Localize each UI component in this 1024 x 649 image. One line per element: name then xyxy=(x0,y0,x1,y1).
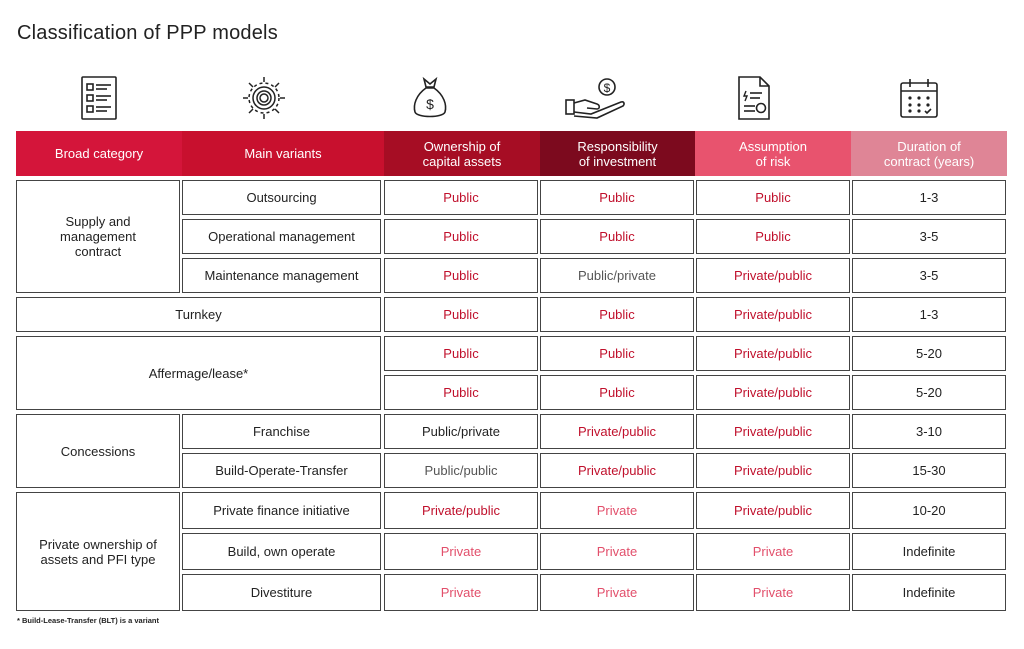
investment-cell: Public/private xyxy=(540,258,694,293)
duration-cell: 5-20 xyxy=(852,336,1006,371)
footnote: * Build-Lease-Transfer (BLT) is a varian… xyxy=(17,616,159,625)
risk-cell: Public xyxy=(696,180,850,215)
category-cell: Private ownership of assets and PFI type xyxy=(16,492,180,611)
duration-cell: Indefinite xyxy=(852,574,1006,611)
svg-text:$: $ xyxy=(604,81,611,95)
investment-cell: Public xyxy=(540,219,694,254)
variant-cell: Maintenance management xyxy=(182,258,381,293)
ownership-cell: Public xyxy=(384,336,538,371)
investment-cell: Private/public xyxy=(540,453,694,488)
duration-cell: Indefinite xyxy=(852,533,1006,570)
header-label: Responsibility of investment xyxy=(577,138,658,169)
category-cell: Concessions xyxy=(16,414,180,488)
category-cell: Turnkey xyxy=(16,297,381,332)
checklist-icon xyxy=(73,72,125,124)
ownership-cell: Private/public xyxy=(384,492,538,529)
risk-cell: Private/public xyxy=(696,492,850,529)
investment-cell: Public xyxy=(540,336,694,371)
risk-cell: Private/public xyxy=(696,375,850,410)
variant-cell: Franchise xyxy=(182,414,381,449)
ownership-cell: Public xyxy=(384,180,538,215)
investment-cell: Private/public xyxy=(540,414,694,449)
duration-cell: 3-5 xyxy=(852,219,1006,254)
money-bag-icon: $ xyxy=(404,72,456,124)
variant-cell: Divestiture xyxy=(182,574,381,611)
investment-cell: Private xyxy=(540,533,694,570)
icon-row: $ $ xyxy=(16,72,1006,124)
page-title: Classification of PPP models xyxy=(17,22,278,44)
ownership-cell: Public xyxy=(384,375,538,410)
ownership-cell: Public/public xyxy=(384,453,538,488)
variant-cell: Operational management xyxy=(182,219,381,254)
risk-cell: Private/public xyxy=(696,453,850,488)
header-label: Main variants xyxy=(244,146,322,161)
document-icon xyxy=(728,72,780,124)
ownership-cell: Public xyxy=(384,219,538,254)
risk-cell: Private/public xyxy=(696,297,850,332)
duration-cell: 5-20 xyxy=(852,375,1006,410)
ownership-cell: Public xyxy=(384,297,538,332)
header-duration: Duration of contract (years) xyxy=(851,131,1007,176)
variant-cell: Outsourcing xyxy=(182,180,381,215)
header-main-variants: Main variants xyxy=(182,131,384,176)
calendar-icon xyxy=(893,72,945,124)
duration-cell: 1-3 xyxy=(852,180,1006,215)
hand-coin-icon: $ xyxy=(561,72,631,124)
header-label: Broad category xyxy=(54,146,144,161)
variant-cell: Build, own operate xyxy=(182,533,381,570)
header-label: Assumption of risk xyxy=(739,138,807,169)
ownership-cell: Private xyxy=(384,533,538,570)
header-risk: Assumption of risk xyxy=(695,131,851,176)
header-broad-category: Broad category xyxy=(16,131,182,176)
gear-icon xyxy=(238,72,290,124)
duration-cell: 10-20 xyxy=(852,492,1006,529)
ownership-cell: Public/private xyxy=(384,414,538,449)
category-cell: Supply and management contract xyxy=(16,180,180,293)
variant-cell: Private finance initiative xyxy=(182,492,381,529)
header-label: Ownership of capital assets xyxy=(422,138,502,169)
duration-cell: 3-5 xyxy=(852,258,1006,293)
duration-cell: 1-3 xyxy=(852,297,1006,332)
header-label: Duration of contract (years) xyxy=(883,138,975,169)
ownership-cell: Private xyxy=(384,574,538,611)
risk-cell: Private xyxy=(696,533,850,570)
risk-cell: Private xyxy=(696,574,850,611)
risk-cell: Private/public xyxy=(696,336,850,371)
svg-text:$: $ xyxy=(426,96,434,112)
variant-cell: Build-Operate-Transfer xyxy=(182,453,381,488)
risk-cell: Public xyxy=(696,219,850,254)
investment-cell: Private xyxy=(540,492,694,529)
ownership-cell: Public xyxy=(384,258,538,293)
investment-cell: Public xyxy=(540,375,694,410)
category-cell: Affermage/lease* xyxy=(16,336,381,410)
duration-cell: 3-10 xyxy=(852,414,1006,449)
risk-cell: Private/public xyxy=(696,414,850,449)
investment-cell: Private xyxy=(540,574,694,611)
header-investment: Responsibility of investment xyxy=(540,131,695,176)
risk-cell: Private/public xyxy=(696,258,850,293)
header-ownership: Ownership of capital assets xyxy=(384,131,540,176)
investment-cell: Public xyxy=(540,297,694,332)
investment-cell: Public xyxy=(540,180,694,215)
duration-cell: 15-30 xyxy=(852,453,1006,488)
